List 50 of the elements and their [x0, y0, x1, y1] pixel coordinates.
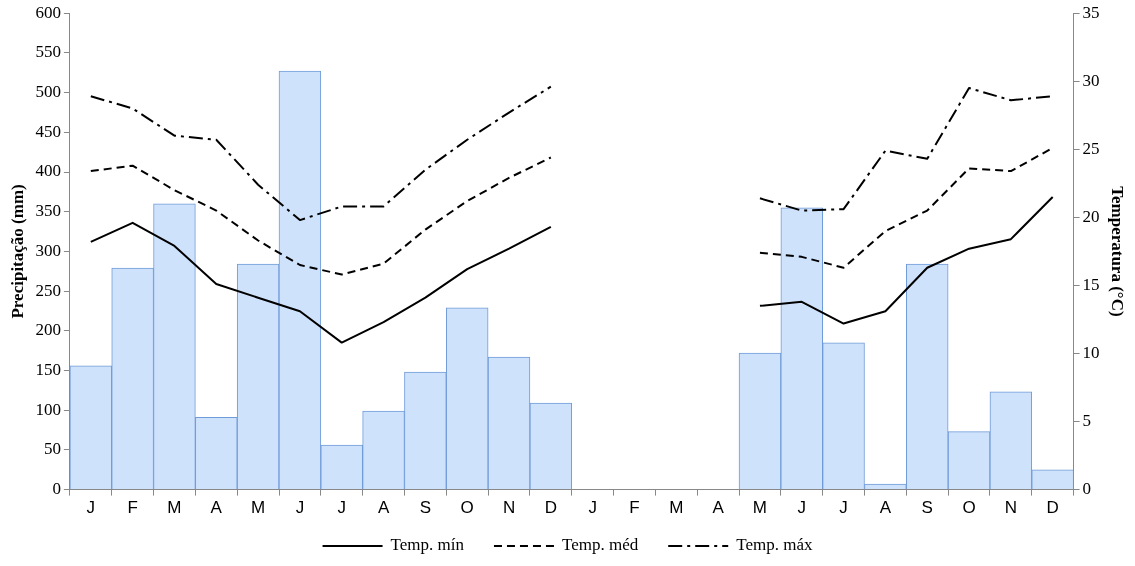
y2-tick-label: 20: [1082, 206, 1100, 226]
legend-label: Temp. máx: [736, 535, 813, 555]
y2-tick-label: 5: [1082, 411, 1092, 431]
y-axis-title: Precipitação (mm): [7, 184, 27, 319]
y-tick-label: 600: [35, 2, 61, 22]
y-tick-label: 50: [43, 439, 61, 459]
y2-tick-label: 15: [1082, 274, 1100, 294]
y-tick-label: 500: [35, 82, 61, 102]
x-tick-label: N: [502, 498, 516, 518]
x-tick-label: J: [588, 498, 597, 518]
y2-tick-label: 30: [1082, 70, 1100, 90]
y2-tick-label: 35: [1082, 2, 1100, 22]
x-tick-label: J: [295, 498, 305, 518]
x-tick-label: M: [251, 498, 266, 518]
y-tick-label: 300: [35, 240, 61, 260]
x-tick-label: M: [167, 498, 182, 518]
y2-axis-title: Temperatura (°C): [1108, 186, 1128, 317]
y2-tick-label: 10: [1082, 342, 1100, 362]
x-tick-label: J: [797, 498, 807, 518]
y-tick-label: 200: [35, 320, 61, 340]
x-tick-label: A: [879, 498, 892, 518]
x-tick-label: S: [419, 498, 432, 518]
y-tick-label: 0: [52, 479, 61, 499]
y2-tick-label: 25: [1082, 138, 1100, 158]
x-tick-label: F: [629, 498, 640, 518]
x-tick-label: N: [1004, 498, 1018, 518]
x-tick-label: S: [921, 498, 933, 518]
x-tick-label: D: [544, 498, 557, 518]
y-tick-label: 550: [35, 42, 61, 62]
x-tick-label: D: [1046, 498, 1059, 518]
legend-label: Temp. méd: [561, 535, 639, 555]
x-tick-label: O: [962, 498, 976, 518]
legend-label: Temp. mín: [390, 535, 465, 555]
y-tick-label: 350: [35, 201, 61, 221]
x-tick-label: O: [460, 498, 474, 518]
x-tick-label: A: [377, 498, 390, 518]
y-tick-label: 400: [35, 161, 61, 181]
x-tick-label: J: [839, 498, 848, 518]
y2-tick-label: 0: [1082, 479, 1092, 499]
y-tick-label: 150: [35, 359, 61, 379]
x-tick-label: F: [127, 498, 138, 518]
x-tick-label: J: [337, 498, 346, 518]
x-tick-label: A: [712, 498, 725, 518]
y-tick-label: 100: [35, 399, 61, 419]
x-tick-label: M: [669, 498, 684, 518]
x-tick-label: M: [752, 498, 768, 518]
x-tick-label: A: [210, 498, 223, 518]
y-tick-label: 250: [35, 280, 61, 300]
y-tick-label: 450: [35, 121, 61, 141]
x-tick-label: J: [86, 498, 96, 518]
